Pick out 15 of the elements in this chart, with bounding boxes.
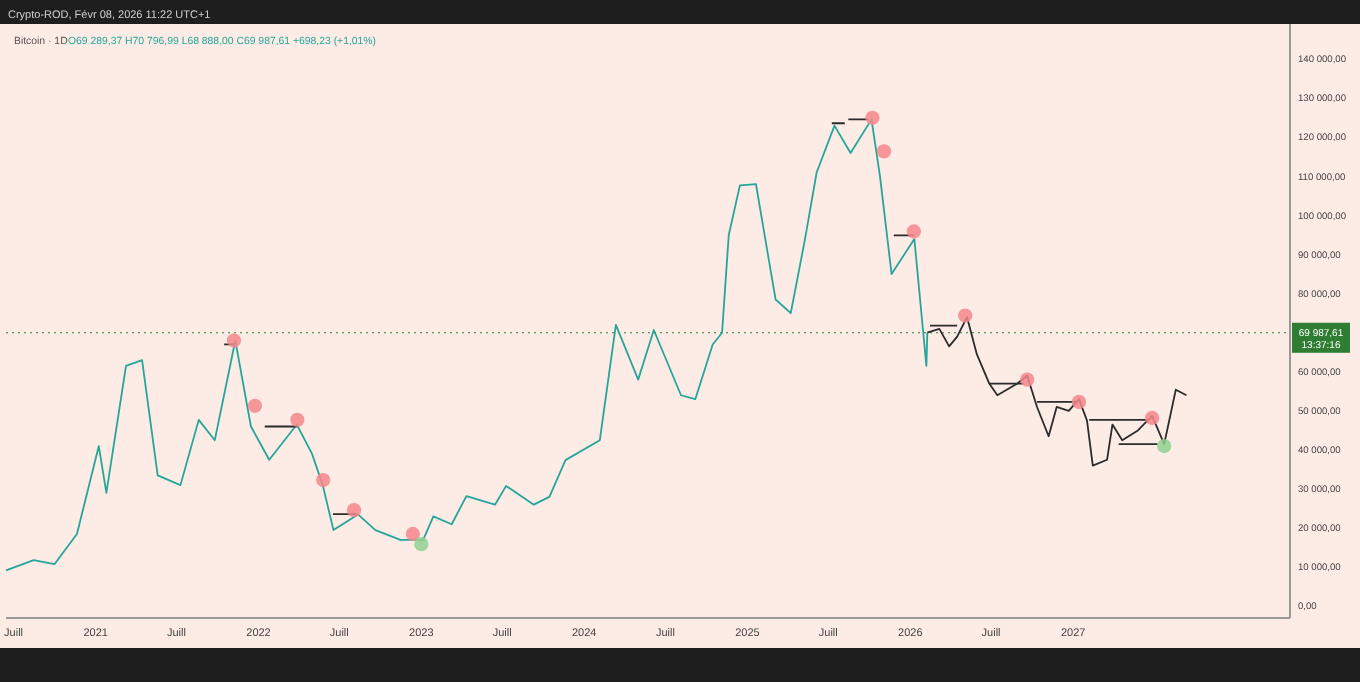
- point: [247, 398, 263, 413]
- point: [316, 472, 331, 488]
- point: [876, 144, 892, 159]
- point: [1157, 438, 1172, 454]
- point: [346, 503, 362, 518]
- point: [226, 333, 242, 348]
- point: [1145, 410, 1160, 426]
- point: [290, 412, 305, 427]
- point: [414, 537, 429, 552]
- point: [1020, 372, 1035, 387]
- point: [865, 110, 880, 125]
- point: [405, 526, 421, 542]
- point: [958, 308, 973, 323]
- point: [1071, 394, 1087, 410]
- point: [906, 224, 922, 239]
